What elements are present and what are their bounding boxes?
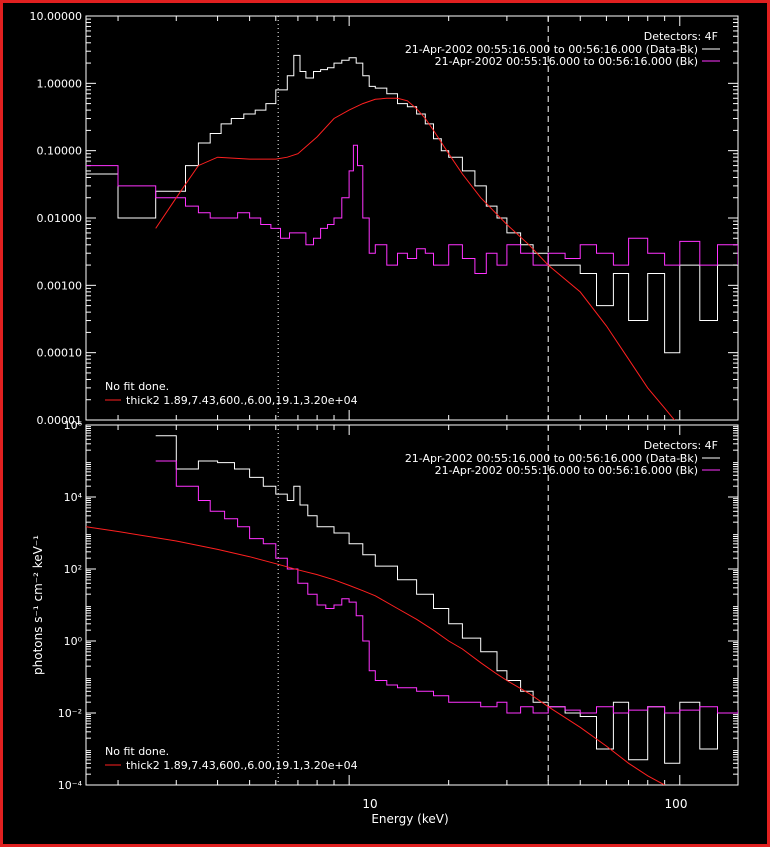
x-axis-ticks: [117, 425, 681, 785]
y-tick-label: 0.01000: [37, 212, 83, 225]
legend-entry-data-bk: 21-Apr-2002 00:55:16.000 to 00:56:16.000…: [405, 43, 698, 56]
y-tick-label: 10⁶: [64, 419, 83, 432]
y-tick-label: 0.00100: [37, 279, 83, 292]
model-label: thick2 1.89,7.43,600.,6.00,19.1,3.20e+04: [126, 394, 358, 407]
y-axis-ticks: 10.00000 1.00000 0.10000 0.01000 0.00100 0.00…: [30, 10, 738, 427]
series-line-bk: [86, 144, 738, 274]
series-line-bk: [155, 460, 738, 714]
legend-entry-bk: 21-Apr-2002 00:55:16.000 to 00:56:16.000…: [435, 464, 698, 477]
plot-area-border: [85, 424, 739, 786]
y-tick-label: 10⁴: [64, 491, 83, 504]
y-axis-label: photons s⁻¹ cm⁻² keV⁻¹: [31, 535, 45, 675]
panel-1: 10.00000 1.00000 0.10000 0.01000 0.00100 0.00…: [30, 10, 739, 427]
y-tick-label: 10⁰: [64, 635, 83, 648]
y-tick-label: 10.00000: [30, 10, 83, 23]
y-tick-label: 0.10000: [37, 145, 83, 158]
y-axis-ticks: 10⁶ 10⁴ 10² 10⁰ 10⁻² 10⁻⁴: [58, 419, 738, 792]
series-line-model: [155, 97, 676, 420]
series-line-data-bk: [86, 54, 738, 354]
y-tick-label: 10⁻⁴: [58, 779, 83, 792]
legend-header: Detectors: 4F: [644, 439, 718, 452]
series-line-data-bk: [155, 435, 738, 764]
plot-panels: 10.00000 1.00000 0.10000 0.01000 0.00100 0.00…: [30, 10, 739, 792]
y-tick-label: 1.00000: [37, 77, 83, 90]
legend-entry-data-bk: 21-Apr-2002 00:55:16.000 to 00:56:16.000…: [405, 452, 698, 465]
model-label: thick2 1.89,7.43,600.,6.00,19.1,3.20e+04: [126, 759, 358, 772]
x-axis-ticks: [117, 16, 681, 420]
y-tick-label: 0.00001: [37, 414, 83, 427]
legend-header: Detectors: 4F: [644, 30, 718, 43]
legend-entry-bk: 21-Apr-2002 00:55:16.000 to 00:56:16.000…: [435, 55, 698, 68]
series-line-model: [86, 526, 665, 785]
x-tick-label-100: 100: [665, 797, 688, 811]
x-axis-label: Energy (keV): [371, 812, 448, 826]
shared-x-axis: 10 100 Energy (keV): [362, 797, 687, 826]
y-tick-label: 10²: [64, 563, 82, 576]
y-tick-label: 0.00010: [37, 347, 83, 360]
fit-status-note: No fit done.: [105, 380, 169, 393]
y-tick-label: 10⁻²: [58, 707, 82, 720]
fit-status-note: No fit done.: [105, 745, 169, 758]
x-tick-label-10: 10: [362, 797, 377, 811]
